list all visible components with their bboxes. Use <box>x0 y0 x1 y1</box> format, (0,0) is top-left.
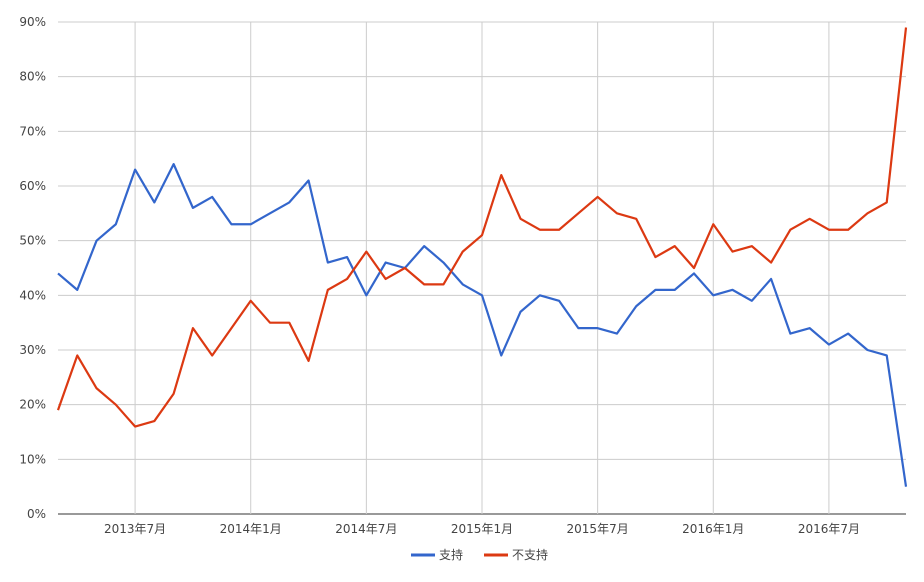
x-tick-label: 2015年7月 <box>567 522 629 536</box>
y-tick-label: 60% <box>19 179 46 193</box>
x-tick-label: 2014年1月 <box>220 522 282 536</box>
legend[interactable]: 支持 不支持 <box>411 547 548 562</box>
series-line-1[interactable] <box>57 163 908 487</box>
y-tick-label: 40% <box>19 288 46 302</box>
x-tick-label: 2015年1月 <box>451 522 513 536</box>
grid-layer <box>58 21 906 515</box>
series-layer <box>56 27 908 487</box>
axis-layer: 0% 10% 20% 30% 40% 50% 60% 70% 80% 90% 2013年7月 2014… <box>19 15 860 536</box>
x-tick-label: 2016年7月 <box>798 522 860 536</box>
y-tick-label: 70% <box>19 124 46 138</box>
y-tick-label: 10% <box>19 452 46 466</box>
legend-label-1[interactable]: 支持 <box>439 547 463 562</box>
y-tick-label: 80% <box>19 70 46 84</box>
x-tick-label: 2013年7月 <box>104 522 166 536</box>
y-tick-label: 90% <box>19 15 46 29</box>
x-tick-label: 2016年1月 <box>682 522 744 536</box>
series-line-2[interactable] <box>56 27 908 428</box>
y-tick-label: 0% <box>27 507 46 521</box>
y-tick-label: 20% <box>19 398 46 412</box>
y-tick-label: 30% <box>19 343 46 357</box>
x-tick-label: 2014年7月 <box>335 522 397 536</box>
y-tick-label: 50% <box>19 234 46 248</box>
legend-label-2[interactable]: 不支持 <box>512 547 548 562</box>
